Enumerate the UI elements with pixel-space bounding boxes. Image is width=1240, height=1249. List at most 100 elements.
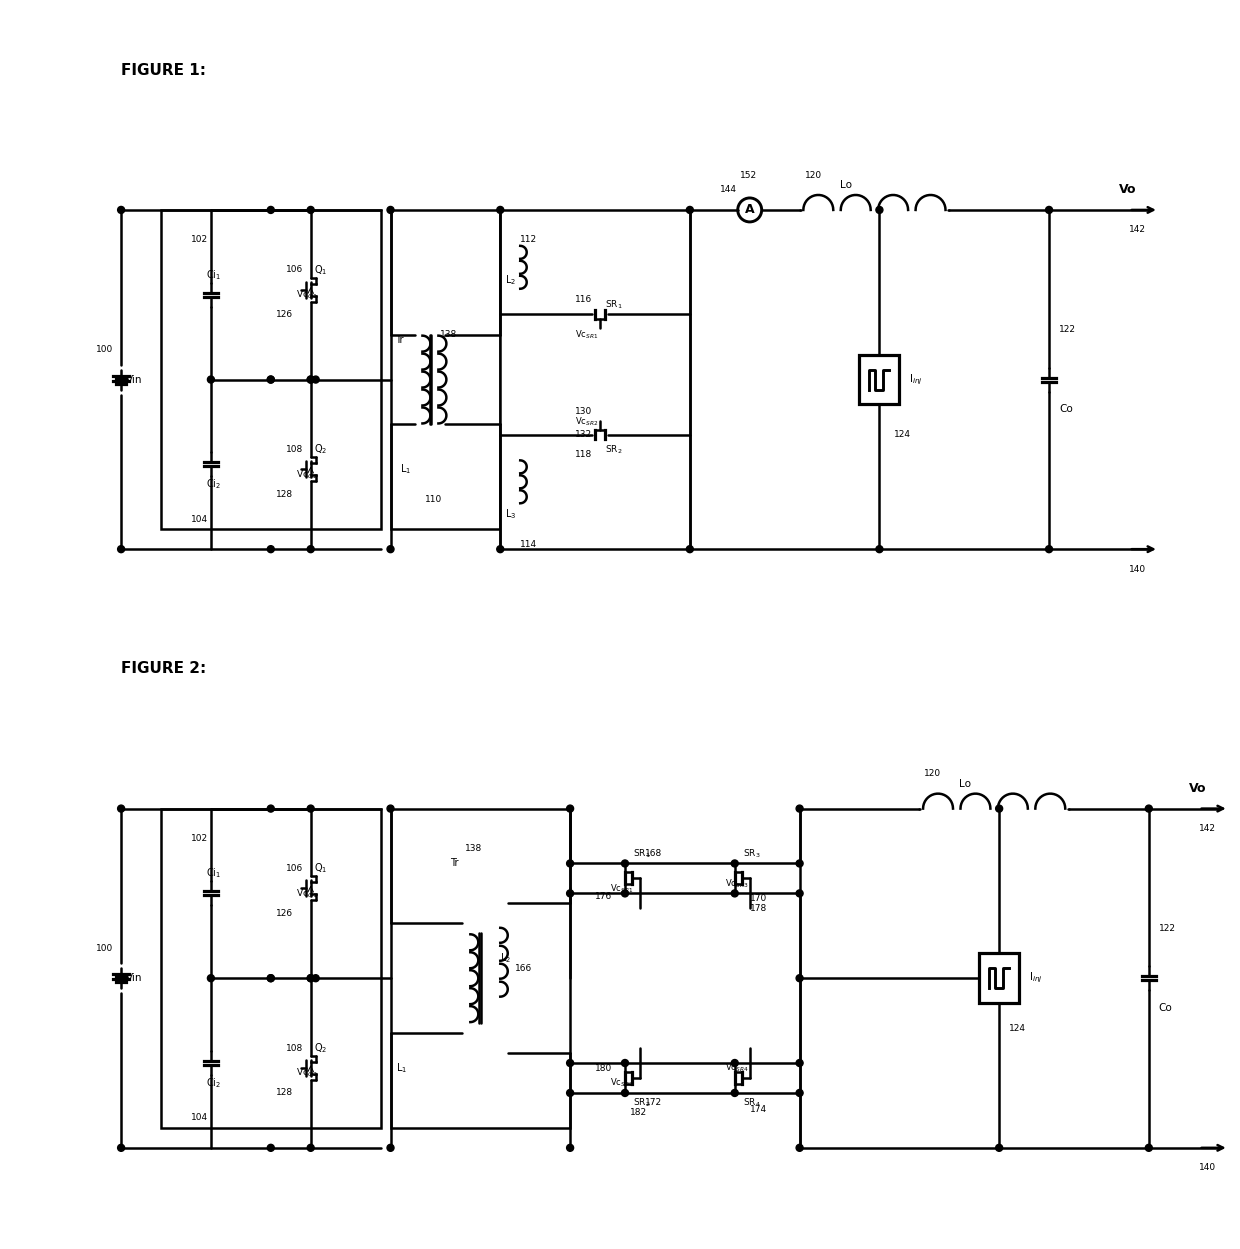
Circle shape <box>687 206 693 214</box>
Text: Vc$_{SR1}$: Vc$_{SR1}$ <box>575 328 599 341</box>
Text: L$_3$: L$_3$ <box>505 507 517 521</box>
Text: 140: 140 <box>1199 1163 1216 1173</box>
Text: 168: 168 <box>645 849 662 858</box>
Text: 100: 100 <box>97 944 113 953</box>
Text: Vc$_{SR4}$: Vc$_{SR4}$ <box>724 1062 749 1074</box>
Circle shape <box>732 861 738 867</box>
Bar <box>500 210 689 550</box>
Text: 144: 144 <box>719 185 737 195</box>
Text: L$_1$: L$_1$ <box>401 462 412 476</box>
Text: Vin: Vin <box>126 375 143 385</box>
Text: 170: 170 <box>750 894 768 903</box>
Bar <box>391 210 500 530</box>
Text: 102: 102 <box>191 834 208 843</box>
Text: 106: 106 <box>285 864 303 873</box>
Text: 104: 104 <box>191 515 208 523</box>
Text: 118: 118 <box>575 450 593 458</box>
Circle shape <box>567 1059 574 1067</box>
Text: 138: 138 <box>465 844 482 853</box>
Text: 166: 166 <box>516 964 532 973</box>
Circle shape <box>387 206 394 214</box>
Circle shape <box>268 974 274 982</box>
Text: Q$_2$: Q$_2$ <box>314 1042 327 1055</box>
Circle shape <box>207 376 215 383</box>
Circle shape <box>207 974 215 982</box>
Circle shape <box>268 1144 274 1152</box>
Circle shape <box>308 546 314 552</box>
Circle shape <box>1146 806 1152 812</box>
Text: Lo: Lo <box>960 778 971 788</box>
Circle shape <box>687 546 693 552</box>
Text: 152: 152 <box>740 171 756 180</box>
Text: SR$_4$: SR$_4$ <box>743 1097 760 1109</box>
Text: 180: 180 <box>595 1063 613 1073</box>
Circle shape <box>567 1089 574 1097</box>
Circle shape <box>875 546 883 552</box>
Circle shape <box>268 806 274 812</box>
Text: 102: 102 <box>191 235 208 245</box>
Text: 120: 120 <box>805 171 822 180</box>
Text: FIGURE 1:: FIGURE 1: <box>122 62 206 77</box>
Circle shape <box>796 861 804 867</box>
Text: A: A <box>745 204 754 216</box>
Circle shape <box>308 974 314 982</box>
Text: 138: 138 <box>440 330 458 340</box>
Circle shape <box>118 1144 124 1152</box>
Circle shape <box>567 861 574 867</box>
Circle shape <box>118 206 124 214</box>
Circle shape <box>996 806 1003 812</box>
Text: 132: 132 <box>575 430 593 438</box>
Circle shape <box>567 889 574 897</box>
Circle shape <box>875 206 883 214</box>
Circle shape <box>308 376 314 383</box>
Circle shape <box>732 889 738 897</box>
Text: Ci$_2$: Ci$_2$ <box>206 477 221 491</box>
Text: Ci$_1$: Ci$_1$ <box>206 867 221 881</box>
Bar <box>161 808 381 1128</box>
Circle shape <box>308 974 314 982</box>
Circle shape <box>796 1089 804 1097</box>
Text: Vc$_{SR3}$: Vc$_{SR3}$ <box>724 877 748 889</box>
Text: I$_{inj}$: I$_{inj}$ <box>909 372 923 387</box>
Text: 174: 174 <box>750 1105 766 1114</box>
Text: Ci$_2$: Ci$_2$ <box>206 1077 221 1090</box>
Circle shape <box>118 546 124 552</box>
Text: 130: 130 <box>575 407 593 416</box>
Circle shape <box>308 206 314 214</box>
Circle shape <box>621 889 629 897</box>
Circle shape <box>497 206 503 214</box>
Circle shape <box>312 974 319 982</box>
Circle shape <box>387 1144 394 1152</box>
Text: 120: 120 <box>924 769 941 778</box>
Circle shape <box>732 1059 738 1067</box>
Circle shape <box>387 806 394 812</box>
Circle shape <box>308 1144 314 1152</box>
Circle shape <box>732 1089 738 1097</box>
Text: Tr: Tr <box>450 858 459 868</box>
Text: Lo: Lo <box>839 180 852 190</box>
Circle shape <box>796 889 804 897</box>
Circle shape <box>312 376 319 383</box>
Text: Co: Co <box>1159 1003 1173 1013</box>
Text: 122: 122 <box>1159 924 1176 933</box>
Circle shape <box>567 1144 574 1152</box>
Text: 122: 122 <box>1059 325 1076 335</box>
Text: Vo: Vo <box>1189 782 1207 796</box>
Circle shape <box>567 806 574 812</box>
Text: Co: Co <box>1059 405 1073 415</box>
Text: FIGURE 2:: FIGURE 2: <box>122 662 206 677</box>
Text: 114: 114 <box>521 540 537 548</box>
Bar <box>980 953 1019 1003</box>
Text: Vc$_{SR2}$: Vc$_{SR2}$ <box>575 415 599 427</box>
Text: Vc$_{Q1}$: Vc$_{Q1}$ <box>295 887 317 899</box>
Text: 116: 116 <box>575 295 593 305</box>
Bar <box>859 355 899 405</box>
Text: SR$_3$: SR$_3$ <box>743 847 760 859</box>
Text: 128: 128 <box>275 490 293 498</box>
Bar <box>161 210 381 530</box>
Text: 172: 172 <box>645 1098 662 1108</box>
Text: Vc$_{Q1}$: Vc$_{Q1}$ <box>295 289 317 301</box>
Text: 124: 124 <box>1009 1024 1027 1033</box>
Circle shape <box>497 546 503 552</box>
Text: 142: 142 <box>1199 824 1215 833</box>
